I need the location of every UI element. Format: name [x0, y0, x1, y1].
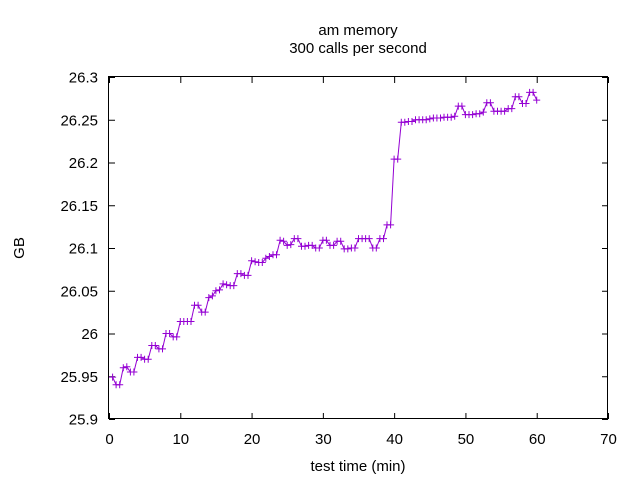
data-point [476, 110, 484, 118]
data-point [251, 258, 259, 266]
data-point [372, 244, 380, 252]
x-tick-label: 0 [105, 431, 113, 448]
data-point [515, 93, 523, 101]
y-tick-label: 26.15 [60, 198, 98, 215]
data-point [522, 100, 530, 107]
data-point [479, 108, 487, 116]
data-point [244, 271, 252, 279]
data-point [159, 345, 166, 353]
y-tick-label: 26.2 [69, 155, 98, 172]
y-tick-label: 26.1 [69, 241, 98, 258]
x-tick-label: 70 [600, 431, 617, 448]
data-point [280, 237, 288, 245]
data-point [173, 333, 181, 341]
y-tick-label: 25.95 [60, 369, 98, 386]
data-point [408, 118, 416, 125]
data-point [273, 251, 280, 259]
data-point [322, 236, 330, 244]
plot-frame [108, 76, 608, 419]
x-tick-label: 10 [172, 431, 189, 448]
data-point [422, 116, 430, 124]
data-point [208, 292, 216, 300]
data-point [529, 88, 537, 96]
data-point [330, 241, 338, 249]
x-tick-label: 60 [529, 431, 546, 448]
data-point [401, 118, 409, 126]
data-point [365, 235, 373, 243]
y-axis-label: GB [11, 237, 28, 259]
data-point [187, 318, 195, 325]
data-point [458, 102, 466, 110]
x-tick-label: 30 [315, 431, 332, 448]
data-point [166, 330, 174, 337]
data-point [144, 355, 152, 363]
data-point [205, 294, 213, 302]
data-point [223, 281, 231, 289]
data-point [216, 286, 223, 294]
data-point [380, 235, 387, 243]
data-point [351, 244, 359, 252]
data-point [237, 270, 245, 278]
data-point [451, 112, 459, 120]
series-line [112, 91, 538, 386]
data-point [447, 113, 455, 121]
data-point [109, 373, 117, 381]
data-point [194, 301, 202, 309]
data-point [437, 114, 444, 122]
data-point [315, 244, 323, 252]
x-tick-label: 50 [458, 431, 475, 448]
x-tick-label: 40 [386, 431, 403, 448]
data-point [294, 235, 302, 243]
data-point [219, 280, 227, 288]
data-point [508, 105, 516, 113]
y-tick-label: 26.05 [60, 283, 98, 300]
data-point [265, 253, 273, 260]
data-point [123, 363, 131, 371]
y-tick-label: 25.9 [69, 412, 98, 429]
axes [109, 77, 609, 420]
data-point [533, 96, 541, 104]
data-point [212, 287, 220, 295]
data-point [137, 353, 145, 361]
y-tick-label: 26.25 [60, 112, 98, 129]
data-point [394, 155, 402, 163]
data-point [258, 259, 266, 266]
x-tick-label: 20 [244, 431, 261, 448]
data-point [287, 241, 295, 249]
data-point [201, 308, 209, 316]
data-point [469, 111, 477, 119]
data-point [230, 282, 238, 290]
data-point [276, 236, 284, 244]
data-point [283, 241, 291, 249]
data-point [262, 254, 270, 262]
data-point [344, 245, 352, 253]
data-point [337, 237, 345, 245]
chart-title: am memory [318, 22, 398, 39]
y-tick-label: 26.3 [69, 70, 98, 87]
chart-subtitle: 300 calls per second [289, 40, 427, 57]
data-point [426, 115, 434, 123]
data-point [119, 364, 127, 372]
data-point [486, 99, 494, 107]
data-point [301, 242, 309, 250]
y-tick-label: 26 [81, 326, 98, 343]
series-group [109, 88, 541, 389]
data-point [501, 107, 509, 115]
data-point [151, 342, 159, 349]
data-point [116, 381, 124, 389]
data-point [130, 368, 138, 376]
data-point [248, 257, 256, 265]
tick-labels: 0 10 20 30 40 50 60 70 25.9 25.95 26 26.05 26.1 26.15… [60, 70, 616, 449]
data-point [387, 221, 395, 229]
x-axis-label: test time (min) [310, 458, 405, 475]
